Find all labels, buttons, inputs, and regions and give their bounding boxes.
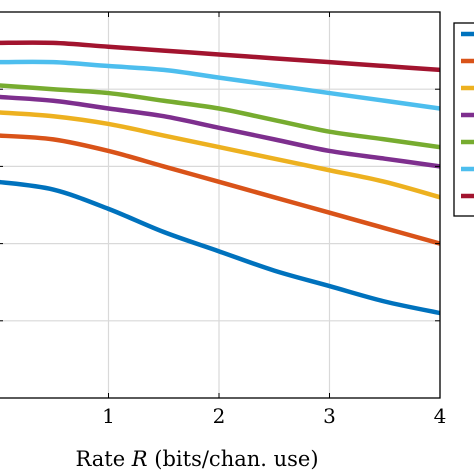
x-tick-labels: 1 2 3 4 (102, 404, 446, 428)
x-axis-label-variable: R (131, 447, 148, 471)
x-tick-label: 3 (323, 404, 336, 428)
plot-frame (0, 11, 441, 399)
axis-ticks (0, 12, 441, 398)
series-lines (0, 40, 440, 316)
series-line-5 (0, 83, 440, 150)
series-line-7 (0, 40, 440, 73)
x-axis-label-prefix: Rate (75, 447, 131, 471)
x-axis-label: Rate R (bits/chan. use) (75, 447, 318, 471)
series-line-3 (0, 110, 440, 200)
x-axis-label-suffix: (bits/chan. use) (148, 447, 319, 471)
x-tick-label: 4 (434, 404, 447, 428)
series-line-1 (0, 179, 440, 316)
series-line-4 (0, 94, 440, 169)
series-line-6 (0, 59, 440, 111)
legend (453, 22, 474, 217)
x-tick-label: 2 (213, 404, 226, 428)
grid-lines (0, 12, 441, 398)
x-tick-label: 1 (102, 404, 115, 428)
series-line-2 (0, 133, 440, 246)
legend-box (453, 22, 474, 217)
